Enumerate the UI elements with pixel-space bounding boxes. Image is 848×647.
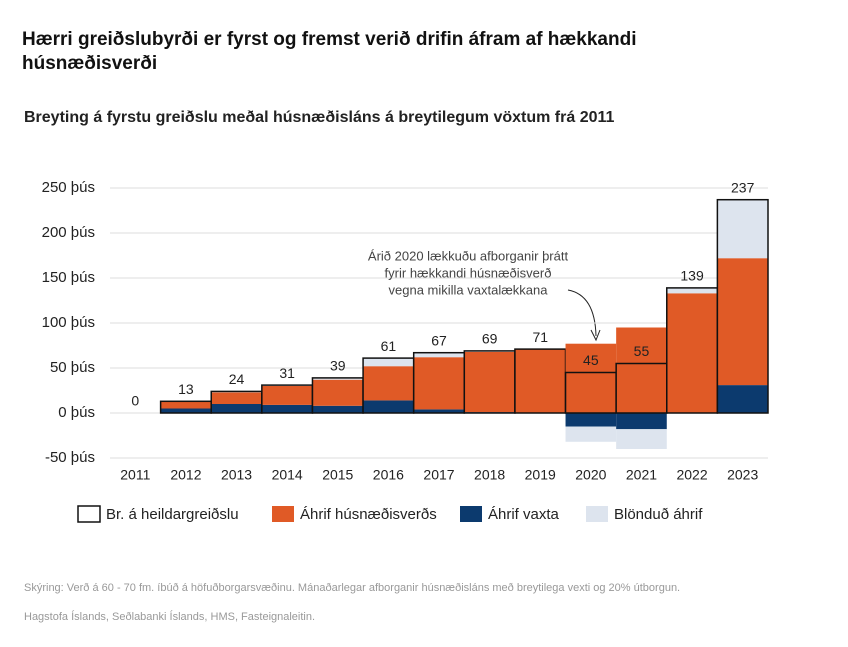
legend-swatch	[586, 506, 608, 522]
bar-segment	[514, 349, 566, 413]
y-tick-label: 50 þús	[50, 359, 95, 376]
x-tick-label: 2023	[727, 467, 758, 483]
bar-segment	[464, 351, 515, 413]
data-label: 139	[680, 268, 704, 284]
x-tick-label: 2019	[525, 467, 556, 483]
data-label: 0	[131, 393, 139, 409]
annotation: fyrir hækkandi húsnæðisverð	[385, 265, 552, 280]
bar-segment	[312, 377, 364, 380]
bar-segment	[616, 429, 667, 449]
x-tick-label: 2018	[474, 467, 505, 483]
legend-swatch	[460, 506, 482, 522]
y-tick-label: 0 þús	[58, 404, 95, 421]
bar-segment	[363, 358, 414, 367]
total-box	[716, 198, 769, 414]
bar-segment	[616, 327, 667, 413]
data-label: 13	[178, 381, 194, 397]
data-label: 71	[532, 329, 548, 345]
data-label: 45	[583, 352, 599, 368]
x-tick-label: 2016	[373, 467, 404, 483]
bar-segment	[565, 343, 617, 413]
bar-segment	[312, 379, 364, 406]
y-tick-label: 200 þús	[42, 224, 95, 241]
bar-segment	[717, 199, 768, 259]
annotation: vegna mikilla vaxtalækkana	[389, 282, 549, 297]
bar-segment	[413, 352, 465, 358]
data-label: 61	[381, 338, 397, 354]
chart-subtitle: Breyting á fyrstu greiðslu meðal húsnæði…	[24, 109, 615, 126]
x-tick-label: 2021	[626, 467, 657, 483]
data-label: 67	[431, 332, 447, 348]
legend-label: Br. á heildargreiðslu	[106, 506, 239, 523]
bar-segment	[413, 357, 465, 410]
bar-segment	[261, 404, 313, 413]
x-tick-label: 2020	[575, 467, 606, 483]
y-tick-label: -50 þús	[45, 449, 95, 466]
data-label: 55	[634, 343, 650, 359]
bar-segment	[717, 385, 768, 413]
bar-segment	[413, 409, 465, 413]
annotation-arrow	[567, 289, 597, 337]
bar-segment	[312, 405, 364, 413]
bar-segment	[363, 366, 414, 401]
legend-label: Áhrif vaxta	[488, 506, 560, 523]
x-tick-label: 2014	[272, 467, 303, 483]
x-tick-label: 2013	[221, 467, 252, 483]
bar-segment	[261, 386, 313, 405]
annotation: Árið 2020 lækkuðu afborganir þrátt	[368, 248, 569, 263]
bar-segment	[363, 400, 414, 413]
annotation-arrowhead	[590, 329, 601, 342]
bar-segment	[666, 287, 718, 294]
bar-segment	[565, 426, 617, 442]
data-label: 237	[731, 179, 755, 195]
x-tick-label: 2015	[322, 467, 353, 483]
data-label: 24	[229, 371, 245, 387]
bar-segment	[565, 413, 617, 427]
y-tick-label: 150 þús	[42, 269, 95, 286]
bar-segment	[666, 293, 718, 413]
legend-label: Blönduð áhrif	[614, 506, 703, 523]
source: Hagstofa Íslands, Seðlabanki Íslands, HM…	[24, 610, 315, 623]
legend-label: Áhrif húsnæðisverðs	[300, 506, 437, 523]
bar-segment	[616, 413, 667, 430]
legend-swatch	[272, 506, 294, 522]
data-label: 31	[279, 365, 295, 381]
y-tick-label: 100 þús	[42, 314, 95, 331]
x-tick-label: 2022	[676, 467, 707, 483]
bar-segment	[160, 401, 212, 409]
bar-segment	[160, 408, 212, 413]
x-tick-label: 2017	[423, 467, 454, 483]
x-tick-label: 2012	[170, 467, 201, 483]
bar-segment	[211, 392, 262, 404]
y-tick-label: 250 þús	[42, 179, 95, 196]
x-tick-label: 2011	[120, 467, 150, 483]
chart-title: Hærri greiðslubyrði er fyrst og fremst v…	[22, 29, 637, 74]
bar-segment	[717, 258, 768, 386]
data-label: 39	[330, 358, 346, 374]
legend-swatch	[77, 505, 101, 523]
bar-segment	[211, 404, 262, 413]
note: Skýring: Verð á 60 - 70 fm. íbúð á höfuð…	[24, 582, 680, 594]
data-label: 69	[482, 331, 498, 347]
